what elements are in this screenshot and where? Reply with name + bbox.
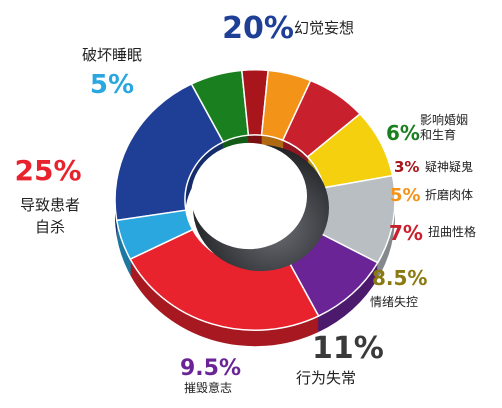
slice-category-label: 行为失常: [296, 369, 356, 387]
slice-value-label: 11%: [312, 331, 384, 366]
slice-9: [115, 209, 194, 260]
slice-category-label: 导致患者自杀: [20, 196, 80, 236]
slice-category-label: 情绪失控: [370, 294, 418, 309]
slice-value-label: 20%: [222, 11, 294, 46]
slice-category-label: 疑神疑鬼: [425, 159, 473, 174]
slice-value-label: 5%: [390, 185, 421, 206]
slice-value-label: 7%: [389, 221, 423, 245]
slice-value-label: 3%: [394, 158, 419, 176]
slice-value-label: 25%: [14, 154, 81, 187]
donut-hole: [191, 142, 307, 250]
slice-category-label: 破坏睡眠: [82, 46, 142, 64]
slice-category-label: 幻觉妄想: [294, 19, 354, 37]
slice-value-label: 5%: [90, 70, 134, 100]
slice-value-label: 6%: [386, 121, 420, 145]
slice-value-label: 9.5%: [180, 356, 241, 381]
slice-value-label: 8.5%: [372, 266, 427, 290]
donut-top: [114, 69, 396, 331]
slice-category-label: 扭曲性格: [428, 224, 476, 239]
slice-0: [114, 83, 224, 222]
slice-category-label: 折磨肉体: [425, 187, 473, 202]
slice-category-label: 影响婚姻和生育: [420, 112, 468, 142]
slice-category-label: 摧毁意志: [184, 380, 232, 395]
